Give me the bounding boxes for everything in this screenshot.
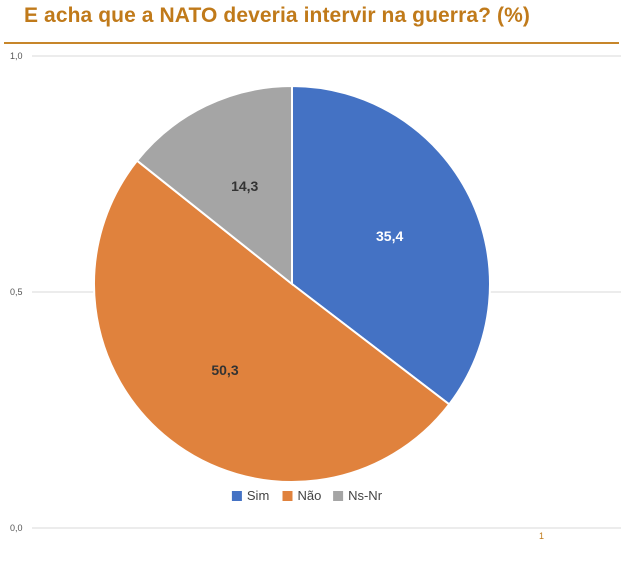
y-tick-label: 0,0: [10, 523, 23, 533]
slice-labels: 35,4 50,3 14,3: [211, 178, 403, 378]
legend-swatch: [231, 491, 242, 501]
legend-label: Não: [298, 488, 322, 503]
chart-title: E acha que a NATO deveria intervir na gu…: [24, 4, 530, 27]
pie-slice-n-o: [93, 159, 451, 483]
pie-slice-ns-nr: [135, 84, 293, 287]
legend-label: Ns-Nr: [348, 488, 383, 503]
y-tick-label: 1,0: [10, 51, 23, 61]
pie-slices: [93, 84, 491, 483]
slice-data-label: 50,3: [211, 362, 238, 378]
y-axis-ticks: 1,0 0,5 0,0: [10, 51, 23, 533]
legend: Sim Não Ns-Nr: [231, 488, 383, 503]
legend-item-n-o: Não: [282, 488, 322, 503]
legend-swatch: [333, 491, 344, 501]
slice-data-label: 35,4: [376, 228, 403, 244]
slice-data-label: 14,3: [231, 178, 258, 194]
legend-swatch: [282, 491, 293, 501]
x-tick-label: 1: [539, 531, 544, 541]
title-underline: [4, 42, 619, 44]
legend-label: Sim: [247, 488, 269, 503]
legend-item-sim: Sim: [231, 488, 269, 503]
legend-item-ns-nr: Ns-Nr: [333, 488, 383, 503]
x-axis-ticks: 1: [539, 531, 544, 541]
y-tick-label: 0,5: [10, 287, 23, 297]
pie-slice-sim: [291, 84, 491, 406]
